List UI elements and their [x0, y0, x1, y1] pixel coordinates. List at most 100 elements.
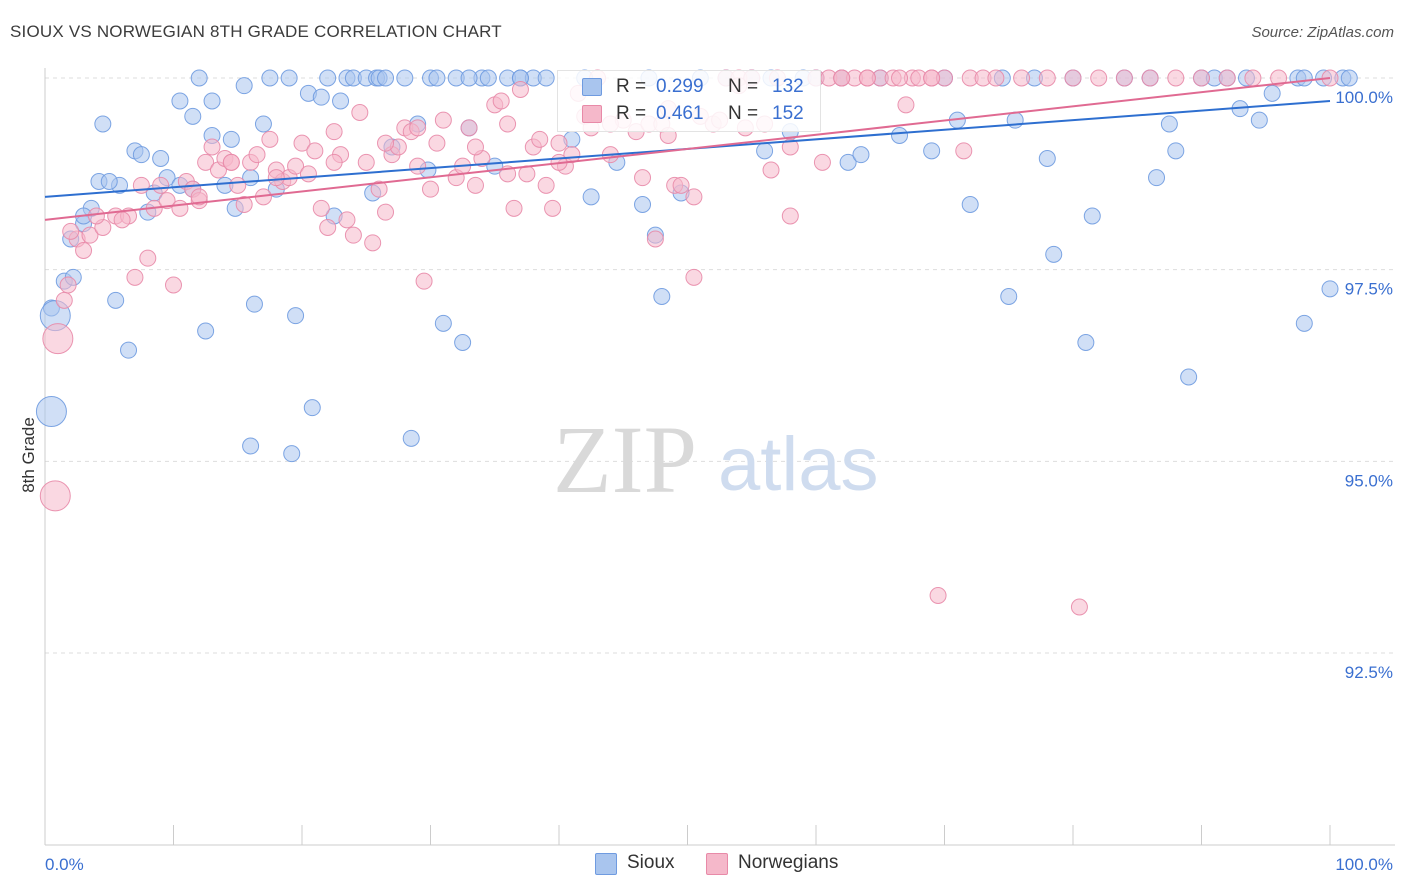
point-sioux: [107, 291, 125, 309]
point-norwegians: [1070, 598, 1088, 616]
legend-r-label: R =: [616, 76, 647, 97]
point-norwegians: [646, 230, 664, 248]
point-norwegians: [1013, 69, 1031, 87]
point-sioux: [428, 69, 446, 87]
point-sioux: [1038, 150, 1056, 167]
legend-sioux-r: 0.299: [656, 76, 704, 97]
point-norwegians: [492, 92, 510, 110]
point-norwegians: [813, 153, 831, 171]
point-norwegians: [434, 111, 452, 129]
legend-n-label: N =: [728, 103, 759, 124]
point-norwegians: [42, 323, 74, 355]
point-norwegians: [505, 199, 523, 217]
point-norwegians: [357, 153, 375, 171]
point-norwegians: [267, 169, 285, 187]
point-norwegians: [370, 180, 388, 198]
point-norwegians: [544, 199, 562, 217]
point-norwegians: [923, 69, 941, 87]
point-norwegians: [987, 69, 1005, 87]
point-norwegians: [685, 188, 703, 206]
point-sioux: [1295, 69, 1313, 87]
point-norwegians: [75, 242, 93, 259]
point-sioux: [852, 146, 870, 164]
point-sioux: [280, 69, 298, 87]
point-norwegians: [1244, 69, 1262, 87]
point-norwegians: [229, 176, 247, 194]
point-norwegians: [409, 157, 427, 175]
y-tick-label: 100.0%: [1335, 88, 1393, 107]
point-norwegians: [377, 134, 395, 152]
point-sioux: [634, 196, 652, 213]
point-norwegians: [1038, 69, 1056, 87]
point-norwegians: [858, 69, 876, 87]
point-norwegians: [1218, 69, 1236, 87]
point-norwegians: [762, 161, 780, 179]
point-norwegians: [634, 169, 652, 187]
point-norwegians: [158, 192, 176, 210]
point-norwegians: [422, 180, 439, 198]
source-label: Source: ZipAtlas.com: [1251, 24, 1394, 41]
point-norwegians: [781, 138, 799, 156]
trendline-norwegians: [44, 77, 1331, 221]
bottom-legend-label-norwegians: Norwegians: [738, 852, 839, 873]
point-norwegians: [685, 268, 703, 286]
point-sioux: [190, 69, 208, 87]
point-norwegians: [409, 119, 427, 137]
point-norwegians: [171, 199, 189, 217]
point-sioux: [100, 173, 118, 190]
point-sioux: [152, 150, 170, 167]
point-norwegians: [1167, 69, 1185, 87]
point-sioux: [254, 115, 272, 133]
x-tick-label: 100.0%: [1335, 855, 1393, 874]
point-sioux: [1083, 207, 1101, 225]
point-norwegians: [672, 176, 690, 194]
point-sioux: [312, 88, 330, 106]
point-sioux: [132, 146, 150, 164]
point-norwegians: [59, 276, 77, 294]
point-sioux: [197, 322, 215, 340]
point-sioux: [242, 437, 260, 455]
legend-sioux-n: 132: [772, 76, 804, 97]
point-sioux: [961, 196, 979, 213]
bottom-legend-swatch-sioux: [595, 853, 617, 875]
point-sioux: [235, 77, 253, 95]
point-sioux: [1000, 288, 1018, 305]
y-axis-title: 8th Grade: [19, 417, 38, 493]
point-sioux: [94, 115, 112, 133]
point-norwegians: [126, 268, 144, 286]
y-tick-label: 97.5%: [1345, 280, 1393, 299]
point-sioux: [402, 429, 420, 447]
tick-labels: 92.5% 95.0% 97.5% 100.0% 0.0% 100.0% 8th Grade: [19, 88, 1393, 874]
point-norwegians: [293, 134, 311, 152]
y-tick-label: 92.5%: [1345, 663, 1393, 682]
point-norwegians: [428, 134, 446, 152]
point-norwegians: [1064, 69, 1082, 87]
point-norwegians: [165, 276, 182, 294]
point-norwegians: [1090, 69, 1108, 87]
point-norwegians: [550, 134, 568, 152]
point-norwegians: [203, 138, 221, 156]
watermark-zip: ZIP: [553, 406, 697, 513]
point-sioux: [287, 307, 305, 325]
point-norwegians: [531, 130, 549, 148]
point-norwegians: [261, 130, 279, 148]
point-norwegians: [319, 219, 337, 236]
point-norwegians: [344, 226, 362, 244]
point-sioux: [1148, 169, 1166, 187]
point-sioux: [332, 92, 350, 110]
watermark-atlas: atlas: [718, 422, 879, 507]
x-tick-label: 0.0%: [45, 855, 84, 874]
point-sioux: [319, 69, 337, 87]
legend: R = 0.299 N = 132 R = 0.461 N = 152: [557, 70, 821, 132]
point-norwegians: [1141, 69, 1159, 87]
point-norwegians: [364, 234, 382, 252]
point-norwegians: [537, 176, 555, 194]
point-norwegians: [81, 226, 99, 244]
point-sioux: [1321, 280, 1339, 298]
point-sioux: [245, 295, 263, 313]
point-norwegians: [833, 69, 851, 87]
legend-r-label: R =: [616, 103, 647, 124]
point-sioux: [303, 399, 321, 417]
point-norwegians: [113, 211, 131, 229]
point-sioux: [35, 396, 67, 427]
